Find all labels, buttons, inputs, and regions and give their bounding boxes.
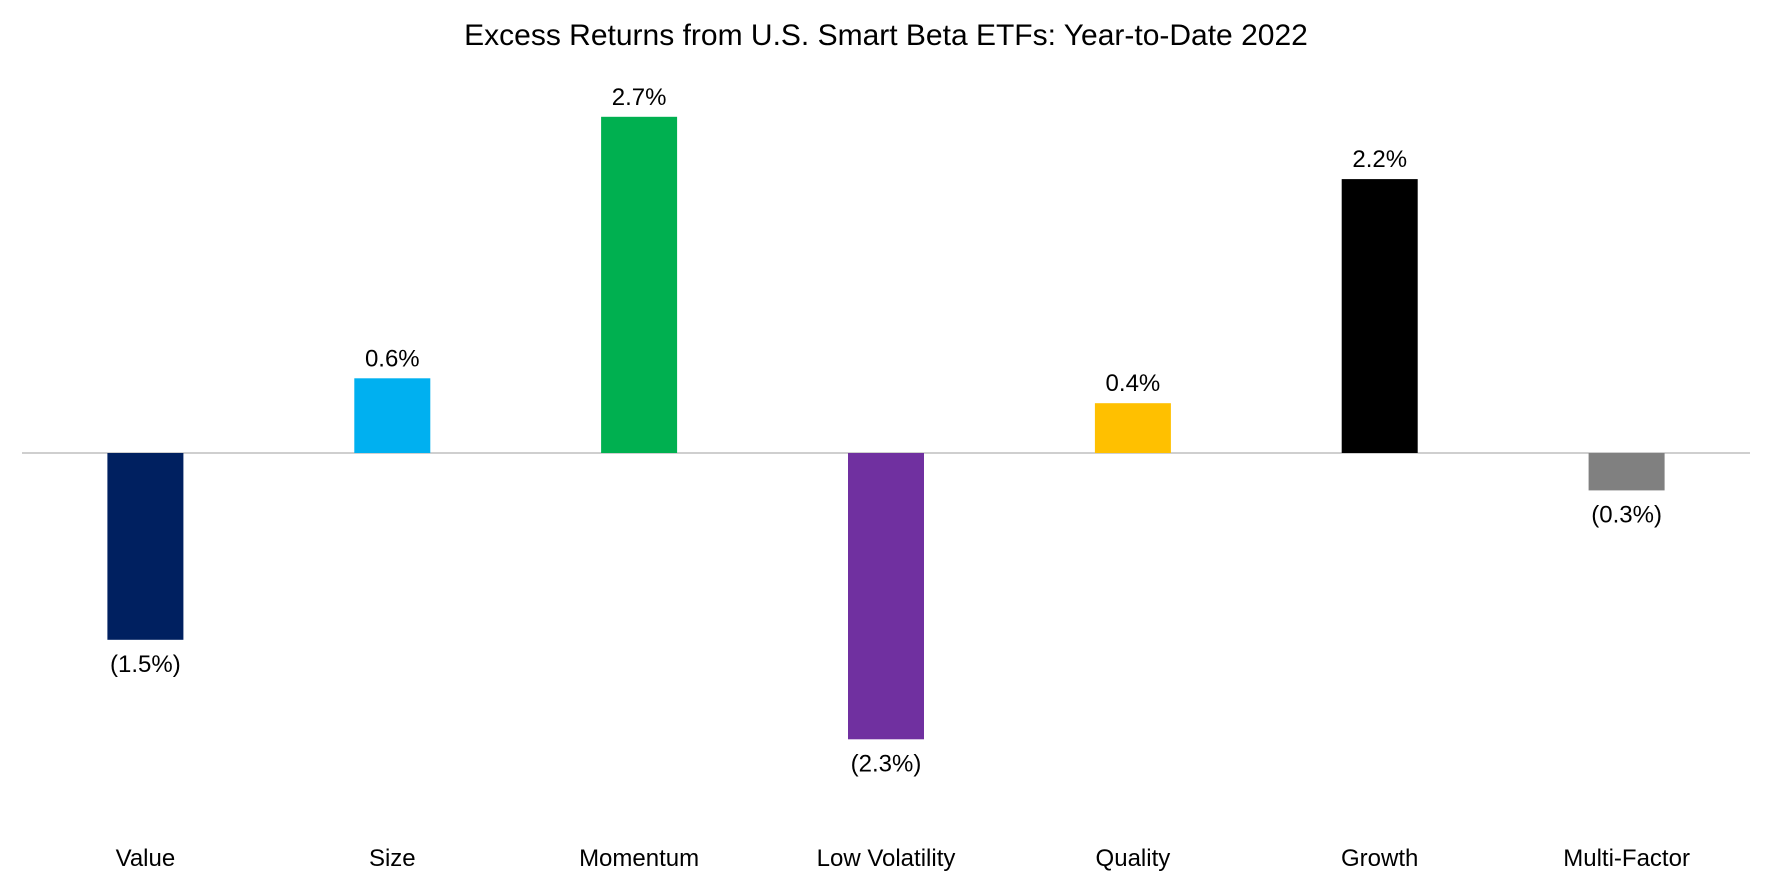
x-tick-label-low-volatility: Low Volatility <box>817 845 956 872</box>
x-tick-label-growth: Growth <box>1341 845 1418 872</box>
x-tick-label-size: Size <box>369 845 416 872</box>
data-label-growth: 2.2% <box>1352 146 1407 173</box>
x-tick-label-quality: Quality <box>1096 845 1171 872</box>
data-label-size: 0.6% <box>365 345 420 372</box>
bars-layer <box>107 116 1665 740</box>
x-tick-label-multi-factor: Multi-Factor <box>1563 845 1690 872</box>
data-label-value: (1.5%) <box>110 651 181 678</box>
data-label-multi-factor: (0.3%) <box>1591 501 1662 528</box>
x-tick-label-value: Value <box>116 845 176 872</box>
bar-multi-factor <box>1588 453 1665 491</box>
bar-growth <box>1341 179 1418 453</box>
data-label-quality: 0.4% <box>1106 370 1161 397</box>
x-tick-labels-layer: Value Size Momentum Low Volatility Quality Gr… <box>116 845 1690 872</box>
bar-quality <box>1094 403 1171 453</box>
bar-size <box>354 378 431 453</box>
bar-momentum <box>601 116 678 454</box>
bar-low-volatility <box>848 453 924 740</box>
bar-value <box>107 453 184 640</box>
data-label-low-volatility: (2.3%) <box>851 750 922 777</box>
chart-title: Excess Returns from U.S. Smart Beta ETFs… <box>464 19 1308 52</box>
data-labels-layer: (1.5%) 0.6% 2.7% (2.3%) 0.4% 2.2% (0.3%) <box>110 84 1662 777</box>
x-tick-label-momentum: Momentum <box>579 845 699 872</box>
data-label-momentum: 2.7% <box>612 84 667 111</box>
